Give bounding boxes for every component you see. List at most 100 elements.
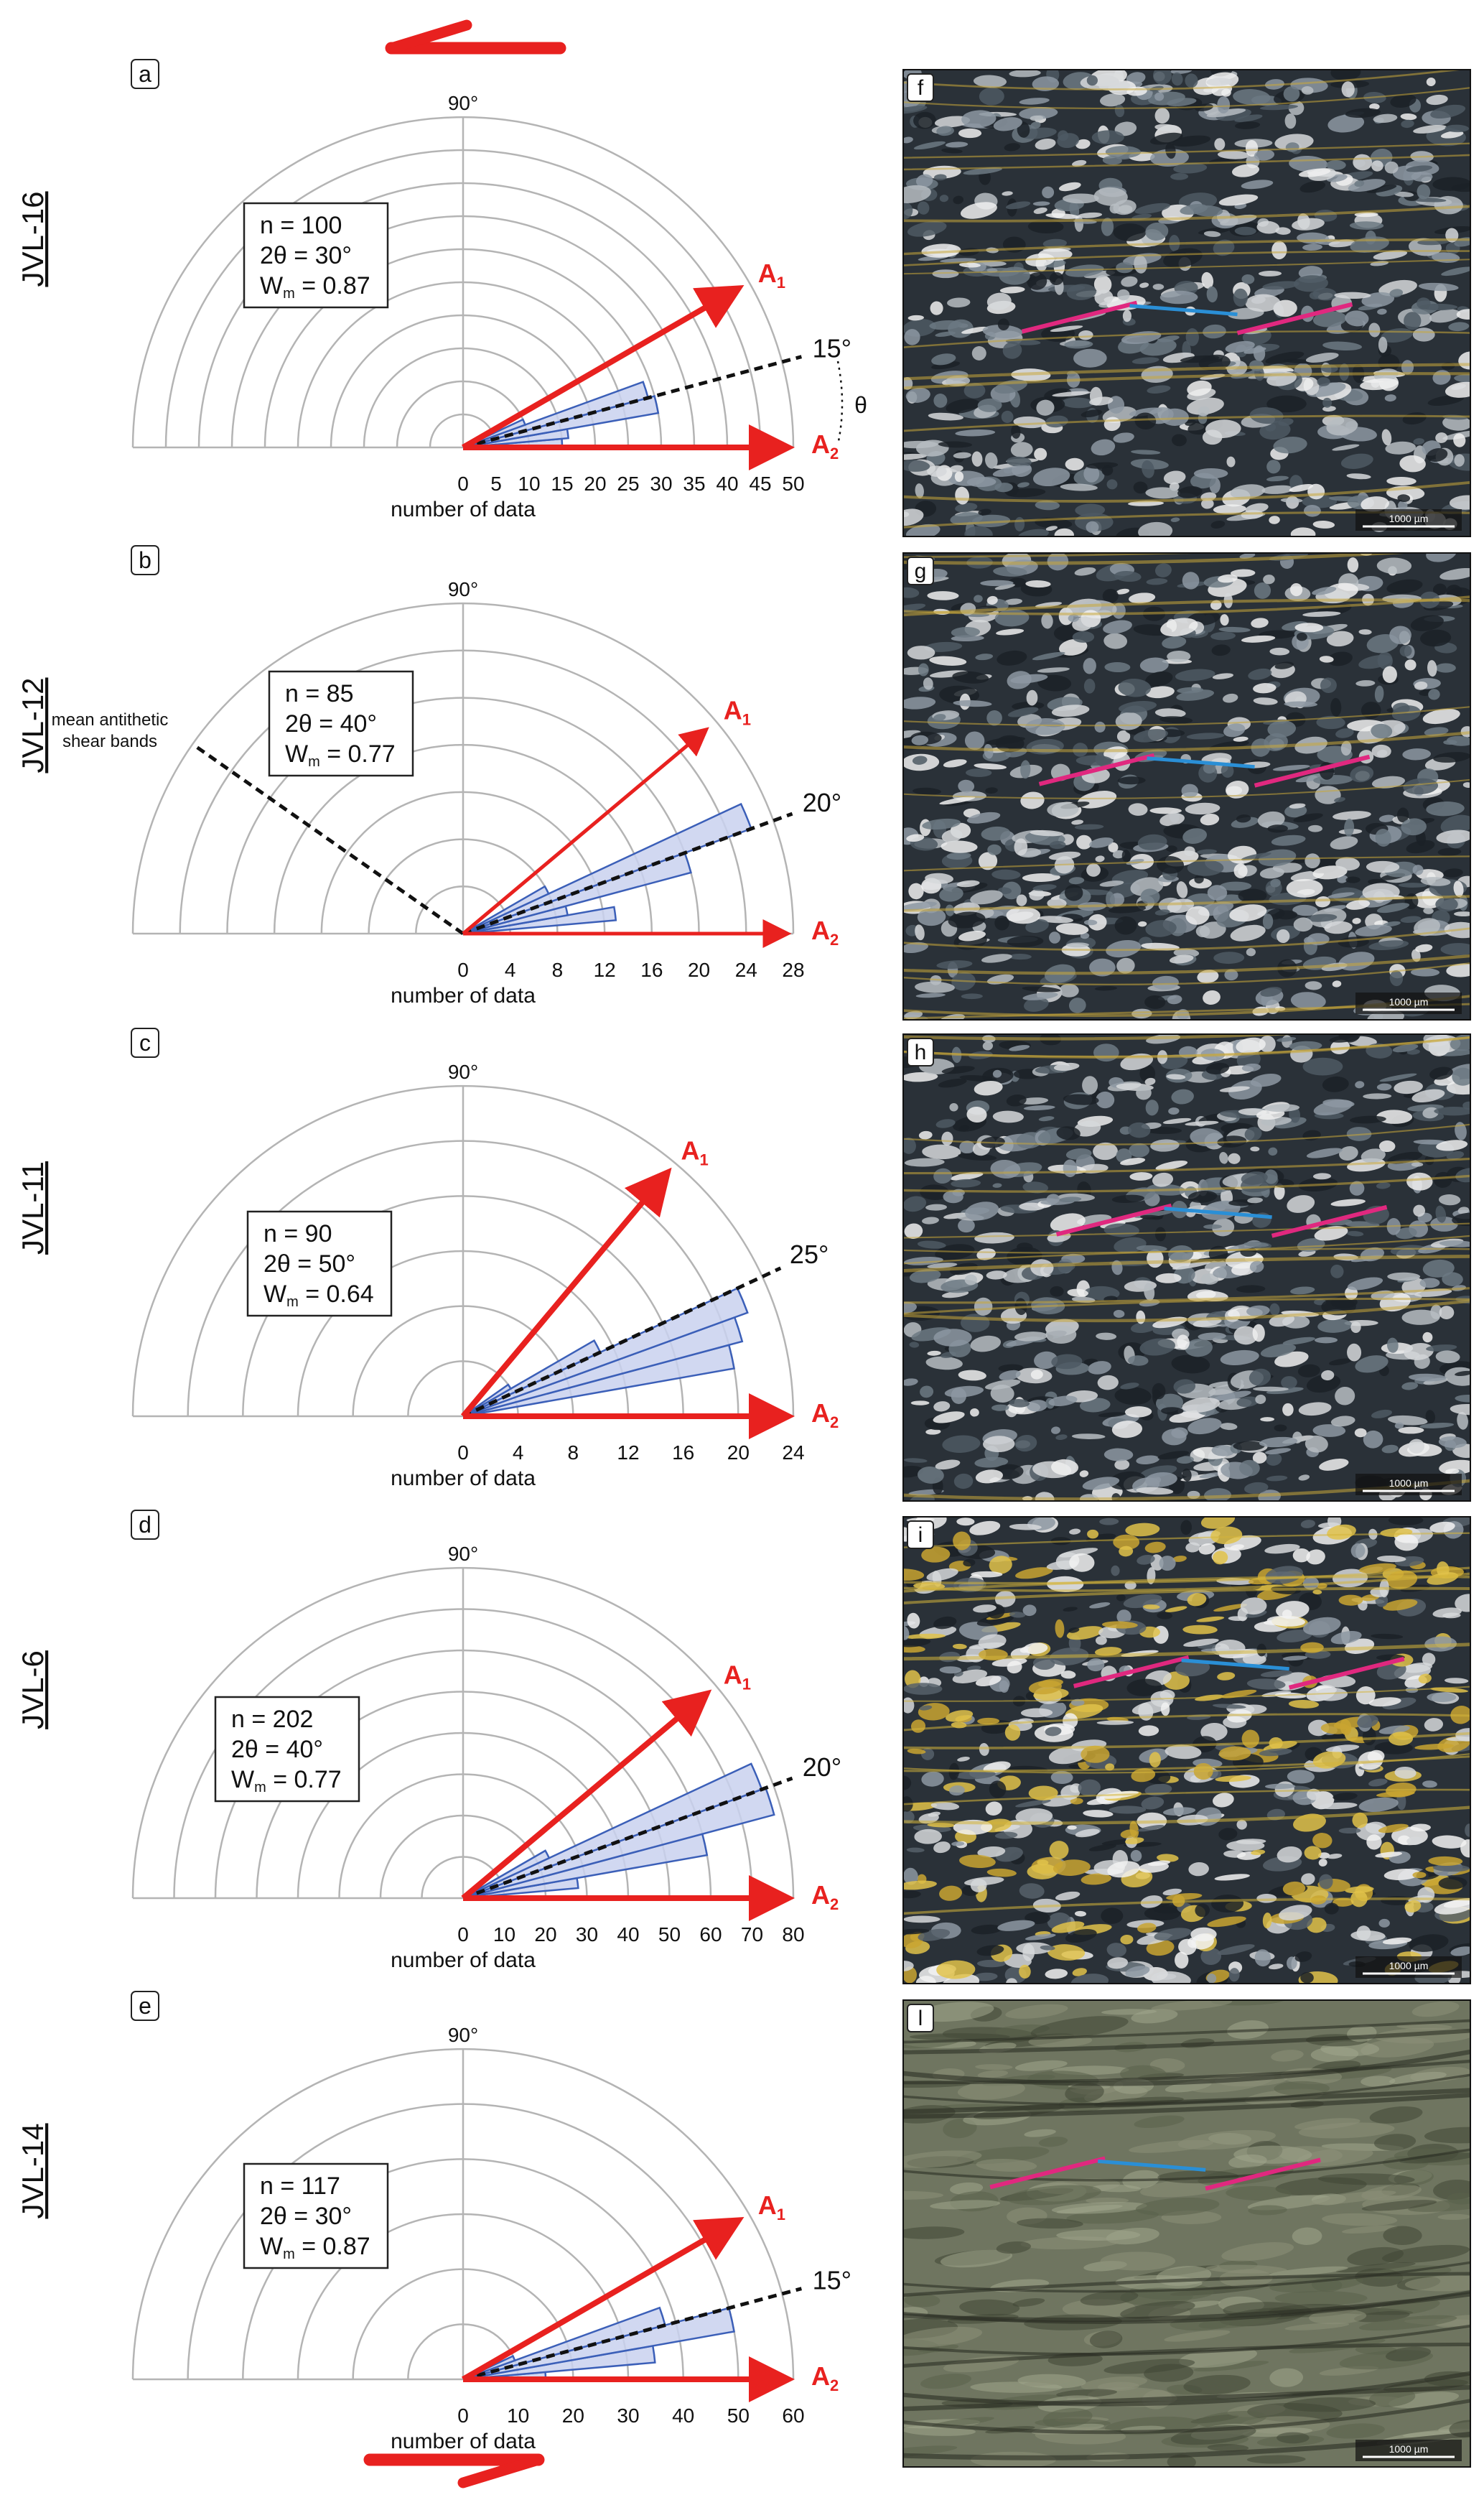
grain	[1378, 279, 1417, 297]
grain	[1401, 1309, 1440, 1325]
grain	[1453, 880, 1464, 898]
grain	[1086, 462, 1119, 469]
grain	[1366, 860, 1400, 873]
stats-line: 2θ = 30°	[260, 2203, 352, 2230]
grain	[1097, 1375, 1119, 1390]
panel-letter-box	[907, 1038, 934, 1066]
A2-label: A2	[811, 1398, 839, 1431]
stats-line: Wm = 0.77	[231, 1766, 342, 1795]
grain	[1212, 673, 1234, 679]
grain	[1111, 1421, 1143, 1439]
grain	[1324, 1902, 1339, 1915]
shear-band-trace	[1271, 1204, 1388, 1238]
grain	[1368, 322, 1381, 338]
stats-line: Wm = 0.87	[260, 2233, 370, 2262]
grain	[958, 1370, 986, 1381]
grain	[1203, 1224, 1223, 1230]
grain	[1120, 2300, 1195, 2319]
theta-label: θ	[854, 392, 867, 418]
grain	[1377, 308, 1387, 315]
grain	[923, 677, 933, 690]
foliation-marker	[1129, 304, 1238, 317]
grain	[1188, 1862, 1209, 1877]
grain	[1355, 1355, 1389, 1373]
grain	[1014, 838, 1028, 856]
grain	[1113, 1534, 1140, 1551]
grain	[1136, 1085, 1152, 1100]
grain	[1065, 457, 1084, 471]
grain	[1207, 2443, 1249, 2452]
grain	[1155, 1161, 1188, 1171]
grain	[1435, 1350, 1460, 1364]
grain	[1130, 1321, 1157, 1334]
grain	[1119, 1546, 1134, 1557]
grain	[1271, 835, 1306, 846]
grain	[1129, 1143, 1149, 1158]
grain	[1093, 275, 1112, 294]
grain	[1083, 465, 1100, 483]
grain	[1172, 135, 1211, 147]
grain	[1347, 2246, 1404, 2266]
grain	[1454, 454, 1465, 467]
grain	[1145, 487, 1180, 499]
grain	[939, 1666, 962, 1674]
A2-label: A2	[811, 429, 839, 463]
grain	[1032, 651, 1065, 661]
panel-letter-box	[907, 2004, 934, 2032]
grain	[1198, 2411, 1267, 2428]
grain	[1170, 70, 1193, 74]
grain	[1289, 803, 1306, 809]
foliation-trace	[903, 2088, 1470, 2114]
grain	[1144, 1541, 1166, 1553]
grain	[1009, 1398, 1030, 1408]
grain	[1284, 804, 1307, 818]
grain	[1025, 718, 1065, 735]
grain	[1220, 614, 1229, 626]
grain	[1330, 1039, 1350, 1054]
rose-petal	[462, 1383, 513, 1418]
grain	[1400, 113, 1417, 121]
grain	[1302, 495, 1338, 508]
stats-line: n = 117	[260, 2172, 340, 2200]
grain	[1345, 108, 1381, 118]
A2-label: A2	[811, 2361, 839, 2394]
grain	[1157, 1854, 1179, 1862]
tick-label: 28	[782, 959, 804, 981]
grain	[1326, 2423, 1385, 2439]
grain	[1215, 1775, 1251, 1783]
grain	[927, 1350, 941, 1356]
grain	[1109, 1805, 1147, 1814]
grain	[1172, 1261, 1211, 1270]
grain	[936, 960, 973, 970]
grain	[1243, 1242, 1269, 1247]
grain	[1162, 636, 1187, 649]
grain	[1220, 1349, 1259, 1366]
grain	[1207, 1974, 1217, 1984]
grain	[976, 1248, 996, 1260]
grain	[1270, 878, 1281, 888]
grain	[1014, 1331, 1048, 1342]
grain	[1428, 689, 1440, 700]
grain	[1363, 1430, 1383, 1449]
grain	[1165, 1744, 1202, 1760]
foliation-trace	[903, 2371, 1470, 2407]
grain	[1056, 2389, 1118, 2398]
grain	[1230, 484, 1266, 499]
grain	[903, 460, 930, 472]
grain	[1144, 1077, 1156, 1086]
grain	[1264, 1783, 1296, 1789]
grain	[1371, 1409, 1392, 1418]
grain	[1051, 1459, 1079, 1476]
tick-label: 70	[741, 1923, 763, 1946]
grain	[1303, 1617, 1341, 1635]
grain	[1030, 115, 1044, 121]
grain	[1261, 485, 1294, 494]
grain	[1163, 248, 1203, 268]
grain	[1409, 1373, 1447, 1382]
grain	[1159, 1689, 1175, 1701]
grain	[1035, 500, 1060, 511]
grain	[1427, 660, 1437, 677]
grain	[1226, 2185, 1292, 2201]
mica-trace	[903, 954, 1470, 975]
panel-letter: g	[915, 559, 927, 583]
